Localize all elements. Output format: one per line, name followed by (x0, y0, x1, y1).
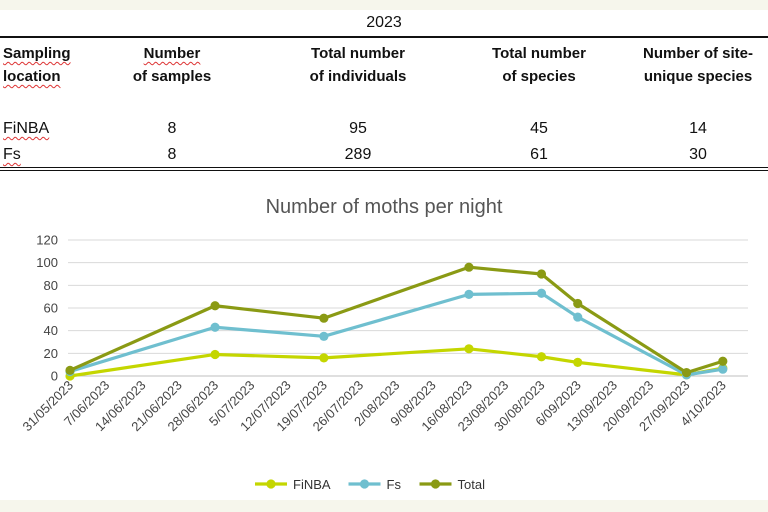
summary-table: 2023 Sampling location Number of samples… (0, 10, 768, 178)
y-tick-label-0: 0 (51, 369, 58, 384)
row1-individuals: 95 (349, 120, 367, 137)
row2-individuals: 289 (344, 146, 372, 163)
data-point-fs-4 (536, 288, 547, 298)
y-tick-label-100: 100 (36, 255, 58, 270)
series-line-finba (69, 347, 724, 378)
data-point-total-2 (319, 313, 329, 323)
legend-label-total: Total (458, 477, 486, 492)
data-point-finba-1 (210, 349, 220, 360)
data-point-finba-2 (319, 353, 329, 363)
row1-location: FiNBA (3, 120, 50, 137)
row1-unique: 14 (689, 120, 707, 137)
y-tick-label-80: 80 (44, 278, 58, 293)
data-point-fs-5 (573, 312, 583, 322)
header-individuals-line2: of individuals (309, 68, 407, 85)
y-tick-label-120: 120 (36, 233, 58, 248)
data-point-total-0 (65, 365, 75, 375)
header-total-species: Total number of species (464, 42, 614, 88)
header-site-unique-species: Number of site- unique species (628, 42, 768, 88)
data-point-total-7 (718, 356, 728, 366)
header-samples-line1: Number (143, 45, 201, 62)
data-point-total-4 (536, 269, 547, 279)
series-line-fs (69, 291, 724, 377)
header-location-line1: Sampling (3, 45, 71, 62)
chart-title: Number of moths per night (266, 196, 503, 218)
header-samples-line2: of samples (132, 68, 212, 85)
moths-chart: Number of moths per night 0 20 40 60 80 100 120… (0, 178, 768, 500)
page: 2023 Sampling location Number of samples… (0, 10, 768, 500)
header-total-individuals: Total number of individuals (278, 42, 438, 88)
header-location-line2: location (3, 68, 61, 85)
header-unique-line2: unique species (643, 68, 753, 85)
legend-marker-fs (359, 479, 370, 489)
legend-label-fs: Fs (387, 477, 402, 492)
data-point-total-3 (464, 262, 474, 272)
table-year: 2023 (366, 14, 402, 31)
y-tick-label-20: 20 (44, 346, 58, 361)
header-individuals-line1: Total number (311, 45, 405, 62)
data-point-finba-3 (464, 344, 474, 354)
data-point-total-6 (681, 368, 692, 378)
header-species-line2: of species (502, 68, 576, 85)
bottom-rule (0, 167, 768, 168)
row2-location: Fs (3, 146, 21, 163)
data-point-fs-2 (319, 331, 329, 341)
bottom-rule-2 (0, 170, 768, 171)
data-point-finba-5 (573, 357, 583, 367)
data-point-total-5 (573, 298, 583, 309)
header-species-line1: Total number (492, 45, 586, 62)
header-number-of-samples: Number of samples (102, 42, 242, 88)
row1-species: 45 (530, 120, 548, 137)
data-point-total-1 (210, 301, 220, 311)
legend-label-finba: FiNBA (293, 477, 331, 492)
row2-samples: 8 (167, 146, 177, 163)
legend-marker-total (430, 479, 441, 489)
data-point-fs-3 (464, 289, 474, 299)
row2-species: 61 (530, 146, 548, 163)
chart-svg: Number of moths per night 0 20 40 60 80 100 120… (19, 196, 748, 492)
top-rule (0, 36, 768, 38)
legend-marker-finba (266, 479, 276, 489)
data-point-fs-1 (210, 322, 220, 332)
data-point-finba-4 (536, 352, 547, 362)
header-sampling-location: Sampling location (3, 42, 71, 88)
data-point-fs-7 (718, 364, 728, 374)
series-line-total (69, 265, 724, 375)
row2-unique: 30 (689, 146, 707, 163)
row1-samples: 8 (167, 120, 177, 137)
y-tick-label-60: 60 (44, 301, 58, 316)
header-unique-line1: Number of site- (642, 45, 753, 62)
y-tick-label-40: 40 (44, 323, 58, 338)
